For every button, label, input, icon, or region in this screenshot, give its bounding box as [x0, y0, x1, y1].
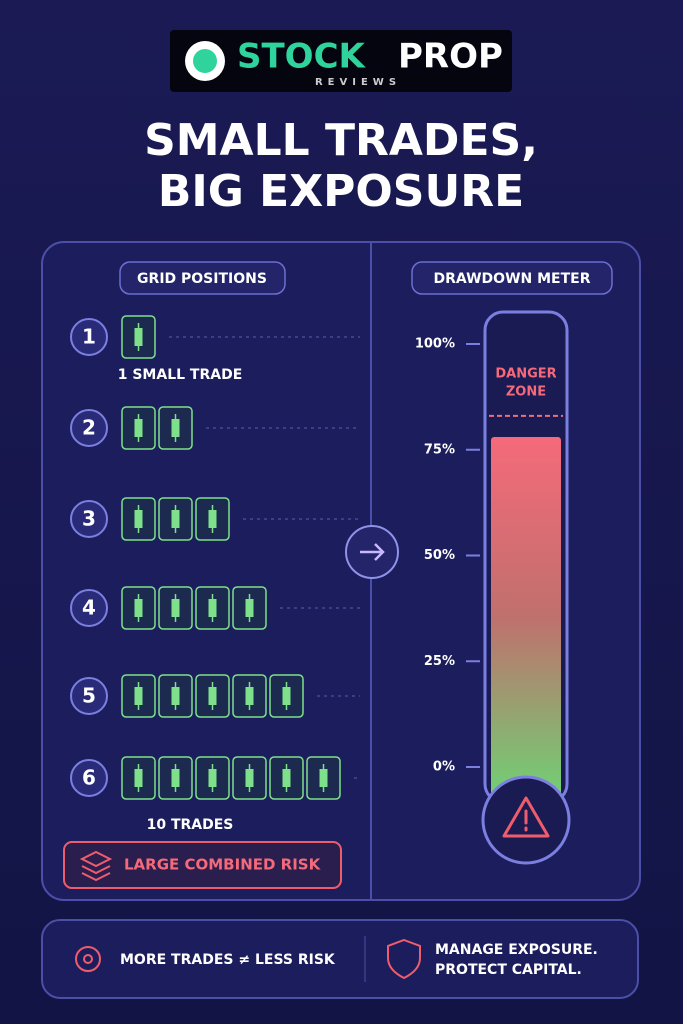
footer [41, 919, 639, 999]
candle-body [134, 419, 143, 437]
candle-body [134, 328, 143, 346]
row-number: 6 [82, 766, 96, 790]
footer-text: PROTECT CAPITAL. [435, 962, 582, 978]
row-caption: 10 TRADES [147, 817, 234, 833]
pill [411, 261, 613, 295]
row-number: 3 [82, 507, 96, 531]
row-number: 4 [82, 596, 96, 620]
pill [119, 261, 286, 295]
danger-label: ZONE [506, 385, 546, 400]
row-number: 5 [82, 684, 96, 708]
row-number: 2 [82, 416, 96, 440]
meter-tick-label: 25% [424, 654, 455, 669]
candle-body [208, 687, 217, 705]
candle-body [134, 599, 143, 617]
row-badge [70, 677, 108, 715]
candle-body [171, 769, 180, 787]
logo-box [170, 30, 512, 92]
target-icon [75, 946, 101, 972]
layers-icon [79, 850, 113, 882]
candle-body [208, 510, 217, 528]
shield-icon [387, 938, 421, 980]
candle-body [171, 510, 180, 528]
meter-tick-label: 100% [415, 337, 455, 352]
warning-text: LARGE COMBINED RISK [124, 856, 322, 874]
title: BIG EXPOSURE [158, 166, 524, 217]
candle-body [208, 599, 217, 617]
meter-fill [491, 437, 561, 795]
logo-tagline: REVIEWS [315, 77, 401, 88]
candle-body [171, 599, 180, 617]
candle-body [282, 769, 291, 787]
row-caption: 1 SMALL TRADE [118, 367, 243, 383]
target-icon [83, 954, 93, 964]
candle-body [245, 687, 254, 705]
candle-body [134, 687, 143, 705]
candle-body [319, 769, 328, 787]
arrow [360, 543, 385, 561]
row-badge [70, 409, 108, 447]
candle-body [171, 687, 180, 705]
row-badge [70, 589, 108, 627]
candle-body [245, 599, 254, 617]
row-badge [70, 500, 108, 538]
logo-brand: STOCK [237, 37, 367, 77]
title: SMALL TRADES, [144, 115, 538, 166]
candle-body [245, 769, 254, 787]
warning-icon [502, 796, 550, 838]
candle-body [171, 419, 180, 437]
meter-tick-label: 75% [424, 442, 455, 457]
candle-body [134, 769, 143, 787]
meter-tick-label: 50% [424, 548, 455, 563]
logo-brand: PROP [398, 37, 503, 77]
pill-label: GRID POSITIONS [137, 271, 267, 287]
footer-text: MORE TRADES ≠ LESS RISK [120, 952, 336, 968]
danger-label: DANGER [495, 367, 556, 382]
candle-body [208, 769, 217, 787]
logo-dot [193, 49, 217, 73]
candle-body [134, 510, 143, 528]
warning-box [63, 841, 342, 889]
pill-label: DRAWDOWN METER [434, 271, 591, 287]
footer-text: MANAGE EXPOSURE. [435, 942, 598, 958]
meter-tick-label: 0% [433, 760, 455, 775]
candle-body [282, 687, 291, 705]
row-badge [70, 318, 108, 356]
row-badge [70, 759, 108, 797]
row-number: 1 [82, 325, 96, 349]
